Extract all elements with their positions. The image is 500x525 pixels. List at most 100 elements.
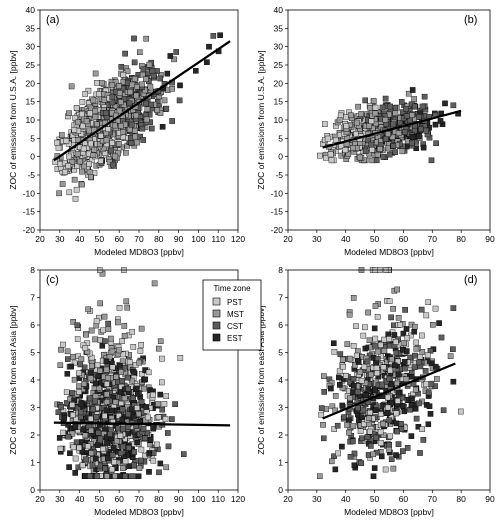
data-point	[390, 465, 397, 472]
y-tick-label: 3	[30, 403, 35, 413]
data-point	[103, 110, 109, 116]
data-point	[78, 356, 85, 362]
data-point	[147, 83, 154, 90]
x-tick-label: 40	[341, 234, 351, 244]
y-tick-label: 5	[30, 348, 35, 358]
data-point	[109, 452, 116, 458]
data-point	[109, 140, 115, 146]
data-point	[133, 92, 140, 99]
y-tick-label: 8	[30, 265, 35, 275]
y-tick-label: 35	[274, 23, 284, 33]
data-point	[128, 377, 135, 384]
data-point	[327, 151, 334, 158]
data-point	[368, 371, 374, 378]
data-point	[85, 306, 91, 313]
data-point	[124, 374, 131, 381]
data-point	[161, 401, 168, 407]
data-point	[128, 121, 135, 128]
data-point	[101, 313, 108, 320]
data-point	[173, 49, 180, 55]
data-point	[122, 50, 128, 57]
data-point	[116, 141, 122, 147]
data-point	[134, 391, 141, 397]
data-point	[135, 473, 142, 480]
data-point	[126, 126, 133, 133]
scatter-points	[317, 267, 464, 480]
data-point	[372, 110, 379, 117]
legend-title: Time zone	[213, 284, 251, 293]
data-point	[94, 79, 100, 86]
data-point	[73, 186, 80, 193]
x-tick-label: 20	[35, 494, 45, 504]
data-point	[90, 152, 97, 159]
data-point	[79, 99, 86, 105]
data-point	[321, 373, 327, 379]
data-point	[83, 331, 89, 338]
data-point	[366, 337, 373, 344]
x-tick-label: 100	[191, 494, 205, 504]
data-point	[389, 356, 395, 363]
data-point	[82, 473, 88, 479]
y-axis-label: ZOC of emissions from U.S.A. [ppbv]	[256, 50, 266, 189]
data-point	[85, 443, 91, 450]
data-point	[99, 343, 106, 349]
y-tick-label: 10	[26, 115, 36, 125]
data-point	[142, 435, 148, 442]
regression-line	[322, 109, 462, 149]
data-point	[380, 432, 387, 439]
data-point	[440, 407, 447, 414]
data-point	[367, 428, 373, 435]
data-point	[107, 431, 113, 437]
data-point	[380, 364, 387, 371]
data-point	[433, 140, 439, 147]
data-point	[60, 341, 66, 348]
data-point	[401, 358, 408, 365]
data-point	[113, 374, 119, 380]
data-point	[426, 403, 433, 410]
data-point	[114, 319, 121, 326]
data-point	[374, 151, 381, 158]
regression-line	[53, 40, 231, 162]
data-point	[76, 389, 82, 395]
data-point	[163, 464, 170, 471]
data-point	[62, 169, 68, 175]
x-tick-label: 90	[174, 494, 184, 504]
data-point	[97, 435, 104, 442]
data-point	[332, 393, 339, 399]
data-point	[385, 131, 391, 137]
data-point	[124, 304, 130, 311]
data-point	[95, 91, 102, 97]
panel-c: 20 30 40 50 60 70 80 90 100 110 120 0 1 2 3 4 5 6 7 8 Modele…	[8, 265, 245, 517]
data-point	[350, 438, 356, 445]
y-tick-label: -20	[271, 225, 284, 235]
data-point	[401, 340, 407, 346]
x-tick-label: 20	[35, 234, 45, 244]
data-point	[68, 83, 75, 90]
data-point	[151, 280, 158, 287]
data-point	[144, 106, 151, 112]
data-point	[103, 407, 110, 414]
y-axis-label: ZOC of emissions from east Asia [ppbv]	[8, 305, 18, 454]
data-point	[117, 450, 124, 457]
data-point	[372, 407, 379, 414]
data-point	[347, 395, 353, 401]
data-point	[317, 152, 323, 159]
data-point	[137, 348, 144, 354]
data-point	[138, 342, 144, 348]
data-point	[116, 413, 122, 419]
data-point	[83, 118, 90, 125]
data-point	[394, 398, 401, 404]
data-point	[413, 346, 420, 352]
data-point	[404, 445, 411, 451]
data-point	[56, 190, 62, 197]
data-point	[139, 125, 146, 132]
data-point	[86, 161, 92, 168]
data-point	[156, 469, 162, 476]
y-tick-label: 0	[278, 152, 283, 162]
data-point	[154, 441, 160, 448]
data-point	[165, 443, 172, 450]
data-point	[386, 442, 393, 448]
data-point	[420, 437, 427, 443]
y-tick-label: 7	[30, 293, 35, 303]
data-point	[79, 181, 85, 188]
